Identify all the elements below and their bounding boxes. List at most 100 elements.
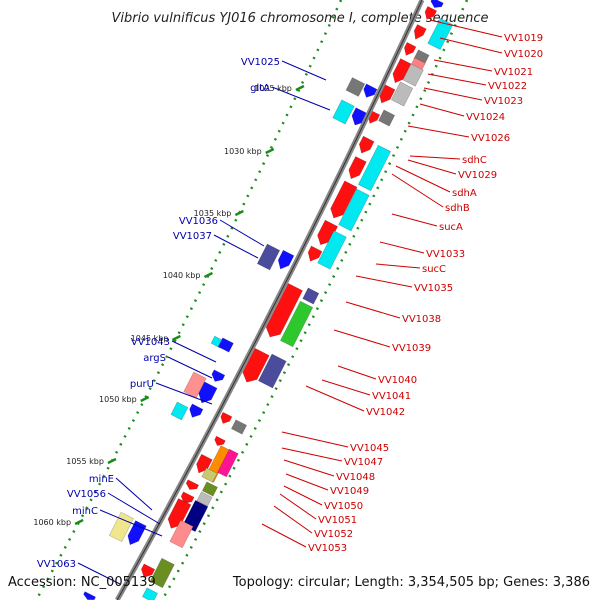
kbp-tick-label: 1060 kbp bbox=[33, 518, 71, 527]
gene-block bbox=[167, 498, 192, 529]
label-connector bbox=[279, 493, 317, 520]
label-connector bbox=[333, 329, 391, 348]
label-connector bbox=[285, 473, 329, 491]
label-connector bbox=[213, 234, 259, 259]
label-connector bbox=[427, 73, 487, 86]
gene-block bbox=[242, 347, 270, 383]
gene-block bbox=[198, 381, 218, 404]
right-gene-label: VV1051 bbox=[318, 515, 357, 526]
label-connector bbox=[439, 37, 503, 54]
right-gene-label: VV1023 bbox=[484, 96, 523, 107]
right-gene-label: sdhB bbox=[445, 203, 470, 214]
gene-block bbox=[330, 180, 358, 219]
label-connector bbox=[281, 431, 349, 448]
right-gene-label: VV1035 bbox=[414, 283, 453, 294]
ruler-right bbox=[161, 0, 469, 600]
right-gene-label: VV1039 bbox=[392, 343, 431, 354]
kbp-tick-label: 1050 kbp bbox=[99, 395, 137, 404]
gene-block bbox=[357, 144, 392, 192]
right-gene-label: sucA bbox=[439, 222, 463, 233]
gene-block bbox=[279, 300, 314, 348]
gene-block bbox=[196, 491, 213, 507]
kbp-tick bbox=[74, 518, 84, 526]
right-gene-label: VV1041 bbox=[372, 391, 411, 402]
gene-block bbox=[363, 83, 378, 98]
left-gene-label: argS bbox=[143, 353, 166, 364]
accession-text: Accession: NC_005139 bbox=[8, 575, 156, 590]
gene-block bbox=[345, 77, 366, 97]
gene-block bbox=[217, 337, 234, 353]
right-gene-label: VV1022 bbox=[488, 81, 527, 92]
left-gene-labels: VV1025 gltA VV1036 VV1037 VV1043 argS purU minE… bbox=[37, 57, 280, 570]
right-gene-label: VV1026 bbox=[471, 133, 510, 144]
gene-block bbox=[257, 353, 287, 389]
right-gene-label: VV1048 bbox=[336, 472, 375, 483]
right-gene-label: sdhC bbox=[462, 155, 487, 166]
kbp-tick bbox=[107, 457, 117, 465]
right-gene-label: VV1050 bbox=[324, 501, 363, 512]
gene-block bbox=[183, 371, 207, 399]
label-connector bbox=[107, 492, 161, 525]
gene-block bbox=[149, 557, 175, 589]
right-gene-label: VV1019 bbox=[504, 33, 543, 44]
gene-block bbox=[211, 369, 226, 382]
gene-block bbox=[201, 481, 218, 497]
gene-block bbox=[170, 401, 189, 421]
kbp-ruler bbox=[35, 0, 469, 600]
right-gene-label: VV1049 bbox=[330, 486, 369, 497]
right-gene-label: VV1047 bbox=[344, 457, 383, 468]
label-connector bbox=[171, 340, 217, 363]
kbp-tick-label: 1055 kbp bbox=[66, 457, 104, 466]
label-connector bbox=[391, 213, 438, 227]
label-connector bbox=[355, 275, 413, 288]
gene-block bbox=[127, 520, 147, 546]
label-connector bbox=[375, 263, 421, 269]
kbp-tick-label: 1025 kbp bbox=[254, 84, 292, 93]
label-connector bbox=[407, 159, 457, 175]
gene-block bbox=[413, 24, 427, 40]
feature-tracks bbox=[83, 0, 454, 600]
label-connector bbox=[305, 385, 365, 412]
label-connector bbox=[391, 173, 444, 208]
right-gene-label: VV1052 bbox=[314, 529, 353, 540]
gene-block bbox=[402, 63, 424, 87]
gene-block bbox=[169, 519, 194, 549]
left-gene-label: minC bbox=[72, 506, 98, 517]
backbone-line bbox=[116, 0, 423, 600]
label-connector bbox=[271, 86, 331, 111]
gene-block bbox=[317, 219, 339, 246]
gene-block bbox=[338, 188, 370, 232]
label-connector bbox=[219, 219, 265, 247]
gene-block bbox=[220, 411, 233, 424]
ruler-left bbox=[35, 0, 343, 600]
gene-block bbox=[430, 0, 444, 8]
left-gene-label: VV1025 bbox=[241, 57, 280, 68]
kbp-tick bbox=[295, 84, 305, 92]
label-connector bbox=[281, 60, 327, 81]
right-gene-label: VV1020 bbox=[504, 49, 543, 60]
label-connector bbox=[281, 447, 343, 462]
gene-block bbox=[392, 58, 412, 84]
gene-block bbox=[189, 403, 204, 418]
label-connector bbox=[115, 477, 153, 511]
kbp-tick-label: 1035 kbp bbox=[194, 209, 232, 218]
label-connector bbox=[433, 59, 493, 72]
label-connector bbox=[77, 562, 121, 585]
gene-block bbox=[427, 17, 454, 51]
gene-block bbox=[378, 109, 396, 127]
label-connector bbox=[337, 365, 377, 380]
gene-block bbox=[141, 563, 156, 578]
label-connector bbox=[423, 87, 483, 101]
label-connector bbox=[407, 125, 470, 138]
right-gene-labels: VV1019 VV1020 VV1021 VV1022 VV1023 VV1024 VV10… bbox=[308, 33, 543, 554]
kbp-tick-label: 1045 kbp bbox=[131, 334, 169, 343]
gene-block bbox=[108, 511, 134, 543]
topology-text: Topology: circular; Length: 3,354,505 bp… bbox=[232, 575, 590, 590]
left-gene-label: VV1056 bbox=[67, 489, 106, 500]
left-gene-label: VV1037 bbox=[173, 231, 212, 242]
gene-block bbox=[217, 448, 239, 478]
label-connector bbox=[283, 459, 335, 477]
right-gene-label: VV1029 bbox=[458, 170, 497, 181]
gene-block bbox=[317, 230, 347, 270]
